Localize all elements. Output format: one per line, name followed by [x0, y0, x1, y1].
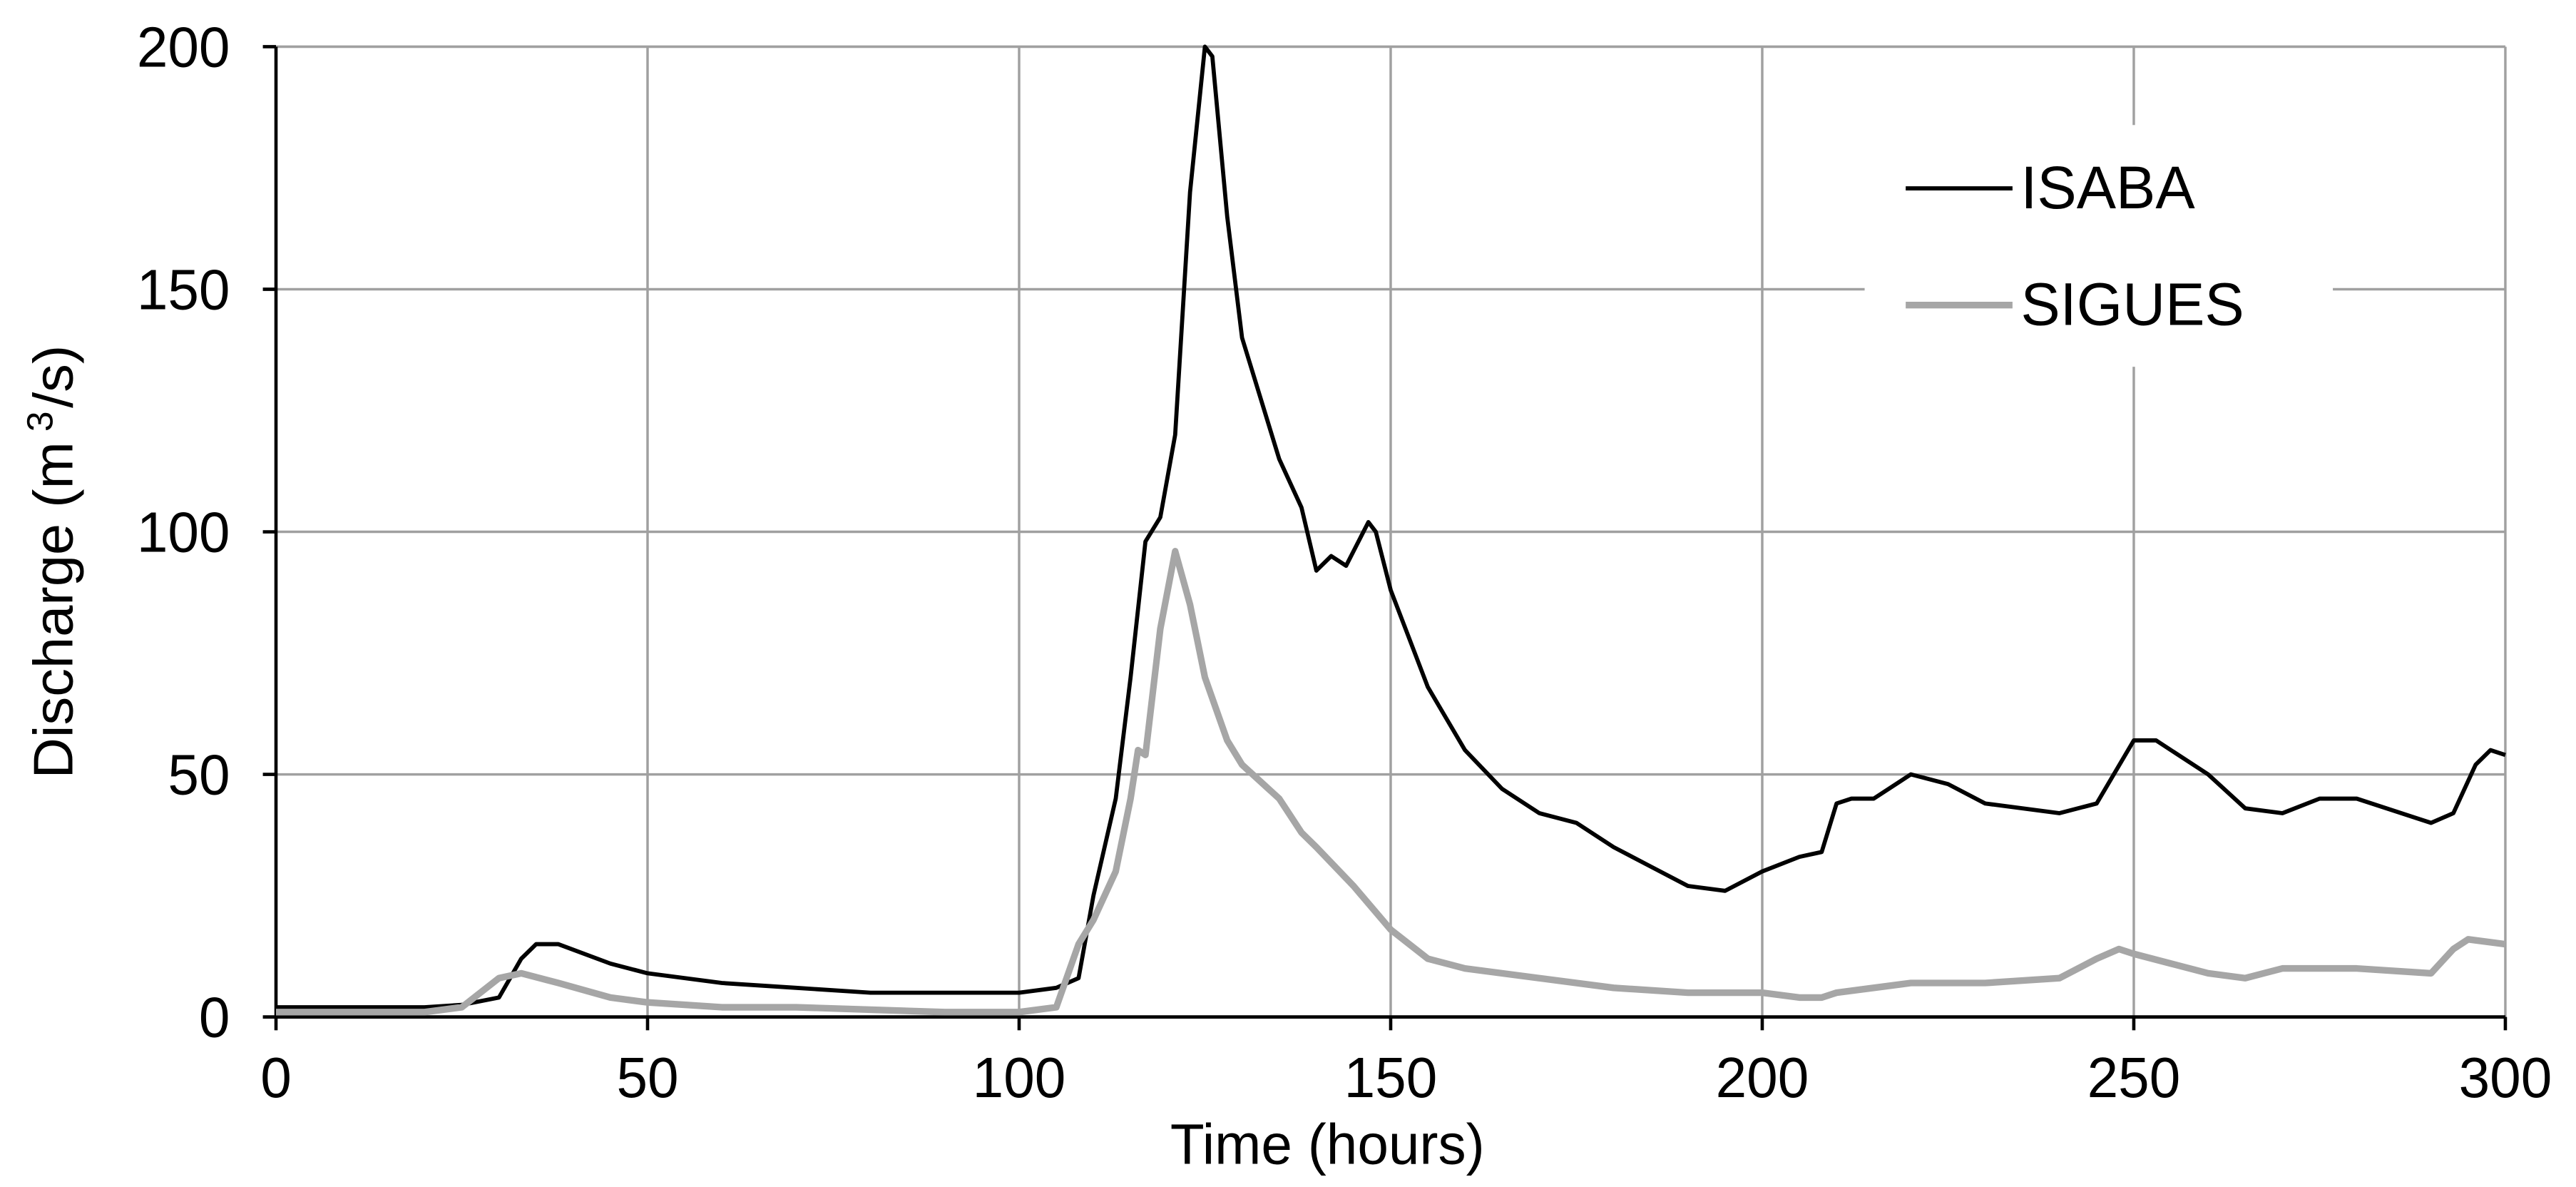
x-tick-label: 200 — [1716, 1046, 1809, 1109]
x-tick-label: 150 — [1344, 1046, 1438, 1109]
x-tick-label: 250 — [2087, 1046, 2181, 1109]
y-tick-label: 100 — [137, 501, 230, 564]
legend-box — [1864, 125, 2334, 367]
y-axis-title-part: Discharge (m — [22, 442, 84, 778]
x-tick-label: 100 — [973, 1046, 1066, 1109]
legend-label: ISABA — [2020, 154, 2195, 222]
y-axis-title: Discharge (m 3/s) — [20, 345, 84, 779]
data-line — [275, 548, 2506, 1016]
x-axis-title: Time (hours) — [1170, 1113, 1485, 1176]
data-line — [275, 44, 2506, 1009]
y-tick-label: 150 — [137, 258, 230, 322]
x-tick-label: 50 — [616, 1046, 678, 1109]
y-axis-title-sup: 3 — [20, 412, 61, 432]
x-tick-label: 300 — [2459, 1046, 2552, 1109]
y-tick-label: 200 — [137, 16, 230, 79]
y-axis-title-part: /s) — [22, 345, 84, 408]
legend-label: SIGUES — [2020, 270, 2244, 338]
y-tick-label: 0 — [199, 986, 230, 1049]
y-tick-label: 50 — [168, 743, 230, 807]
x-tick-label: 0 — [260, 1046, 292, 1109]
